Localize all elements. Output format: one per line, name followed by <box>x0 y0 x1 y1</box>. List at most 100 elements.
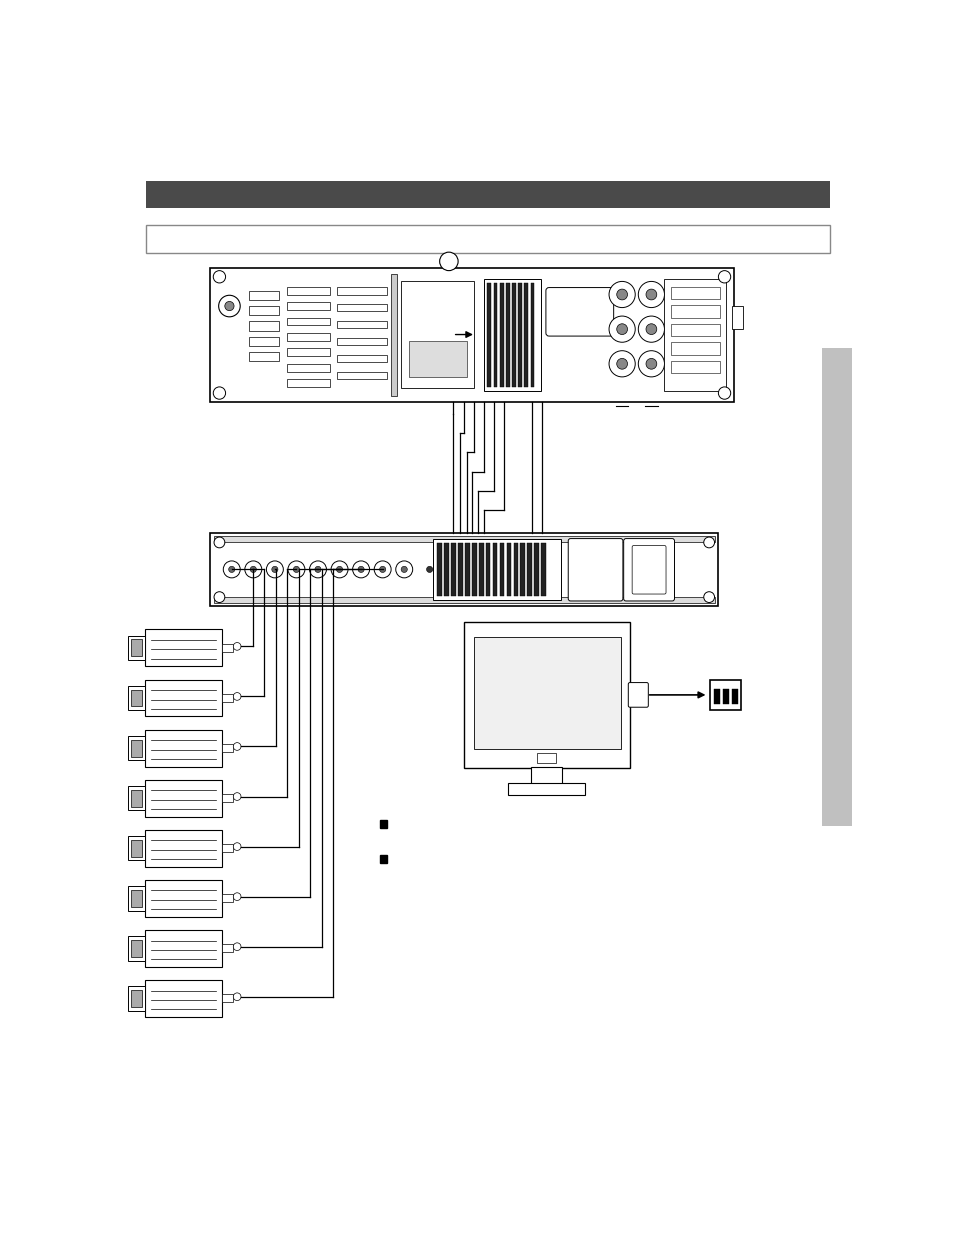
Bar <box>221 894 233 902</box>
Bar <box>524 283 528 387</box>
Bar <box>221 694 233 701</box>
Bar <box>145 779 221 816</box>
Bar <box>287 303 329 310</box>
FancyBboxPatch shape <box>628 683 648 708</box>
Bar <box>287 379 329 387</box>
Bar <box>128 885 145 910</box>
Circle shape <box>250 567 256 573</box>
Circle shape <box>608 316 635 342</box>
Bar <box>473 637 620 748</box>
Bar <box>508 783 584 795</box>
Circle shape <box>229 567 234 573</box>
Bar <box>732 306 742 330</box>
Bar <box>145 930 221 967</box>
Bar <box>409 341 466 377</box>
Bar <box>221 945 233 952</box>
Bar <box>131 840 141 857</box>
Bar <box>287 287 329 294</box>
Bar <box>493 283 497 387</box>
Bar <box>221 745 233 752</box>
Bar <box>400 282 474 389</box>
Bar <box>249 290 279 300</box>
Bar <box>336 287 387 294</box>
Bar <box>379 820 387 829</box>
Circle shape <box>645 324 656 335</box>
Circle shape <box>213 537 225 548</box>
Circle shape <box>213 270 225 283</box>
Bar <box>131 640 141 656</box>
Circle shape <box>703 592 714 603</box>
Bar <box>664 279 725 390</box>
Bar <box>146 225 829 253</box>
Circle shape <box>645 358 656 369</box>
Bar <box>145 879 221 916</box>
FancyBboxPatch shape <box>623 538 674 601</box>
Bar <box>249 352 279 362</box>
Circle shape <box>245 561 261 578</box>
Bar <box>221 794 233 802</box>
Bar <box>210 268 733 403</box>
Circle shape <box>379 567 385 573</box>
Circle shape <box>233 993 241 1000</box>
Circle shape <box>616 324 627 335</box>
Bar <box>128 636 145 661</box>
Circle shape <box>718 270 730 283</box>
Circle shape <box>223 561 240 578</box>
Bar <box>451 543 456 597</box>
Circle shape <box>718 387 730 399</box>
Bar <box>520 543 524 597</box>
Bar <box>128 986 145 1010</box>
Bar <box>287 333 329 341</box>
Bar <box>483 279 540 390</box>
Circle shape <box>616 289 627 300</box>
Bar <box>145 979 221 1016</box>
Circle shape <box>426 567 433 573</box>
Bar <box>249 306 279 315</box>
Bar <box>537 752 556 763</box>
Bar <box>221 845 233 852</box>
Bar <box>128 936 145 961</box>
Bar <box>670 287 720 299</box>
Bar <box>210 534 718 606</box>
Bar <box>540 543 545 597</box>
Circle shape <box>357 567 364 573</box>
Bar <box>287 364 329 372</box>
Bar <box>433 540 560 600</box>
Bar <box>131 789 141 806</box>
Bar <box>821 348 851 826</box>
Bar <box>527 543 532 597</box>
Bar <box>249 321 279 331</box>
Bar <box>478 543 483 597</box>
Bar <box>213 536 714 542</box>
Bar <box>221 645 233 652</box>
Bar <box>444 543 449 597</box>
Bar <box>146 180 829 209</box>
Bar <box>131 740 141 757</box>
FancyBboxPatch shape <box>568 538 622 601</box>
Circle shape <box>395 561 413 578</box>
Bar <box>670 305 720 317</box>
Bar <box>722 689 728 704</box>
Circle shape <box>374 561 391 578</box>
Circle shape <box>293 567 299 573</box>
Bar <box>709 679 740 710</box>
Circle shape <box>233 793 241 800</box>
Circle shape <box>233 842 241 851</box>
Bar <box>485 543 490 597</box>
Bar <box>128 736 145 761</box>
FancyBboxPatch shape <box>632 546 665 594</box>
Bar <box>287 348 329 356</box>
Bar <box>131 689 141 706</box>
Circle shape <box>225 301 233 311</box>
Circle shape <box>233 642 241 651</box>
Bar <box>145 679 221 716</box>
Circle shape <box>213 592 225 603</box>
Bar <box>336 321 387 329</box>
Bar <box>487 283 491 387</box>
Bar <box>670 324 720 336</box>
Bar <box>249 337 279 346</box>
Bar <box>391 274 396 396</box>
Circle shape <box>233 893 241 900</box>
Bar <box>131 889 141 906</box>
Circle shape <box>272 567 277 573</box>
